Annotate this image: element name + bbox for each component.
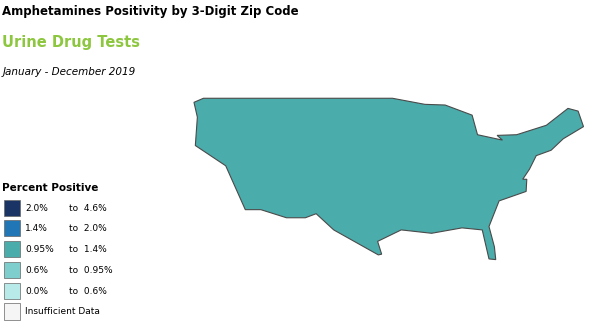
FancyBboxPatch shape — [4, 304, 20, 320]
FancyBboxPatch shape — [4, 220, 20, 237]
Text: to  0.6%: to 0.6% — [69, 287, 106, 295]
Text: 2.0%: 2.0% — [25, 204, 48, 212]
Text: to  2.0%: to 2.0% — [69, 224, 106, 233]
Text: Amphetamines Positivity by 3-Digit Zip Code: Amphetamines Positivity by 3-Digit Zip C… — [2, 5, 299, 18]
FancyBboxPatch shape — [4, 283, 20, 299]
Text: Percent Positive: Percent Positive — [2, 183, 99, 193]
Text: 0.95%: 0.95% — [25, 245, 54, 254]
FancyBboxPatch shape — [4, 262, 20, 278]
Text: 0.6%: 0.6% — [25, 266, 48, 275]
Text: January - December 2019: January - December 2019 — [2, 67, 136, 77]
Polygon shape — [194, 98, 583, 260]
Text: 0.0%: 0.0% — [25, 287, 48, 295]
FancyBboxPatch shape — [4, 241, 20, 257]
Text: to  0.95%: to 0.95% — [69, 266, 112, 275]
Text: to  4.6%: to 4.6% — [69, 204, 106, 212]
FancyBboxPatch shape — [4, 200, 20, 216]
Text: to  1.4%: to 1.4% — [69, 245, 106, 254]
Text: 1.4%: 1.4% — [25, 224, 48, 233]
Text: Urine Drug Tests: Urine Drug Tests — [2, 35, 140, 50]
Text: Insufficient Data: Insufficient Data — [25, 308, 100, 316]
